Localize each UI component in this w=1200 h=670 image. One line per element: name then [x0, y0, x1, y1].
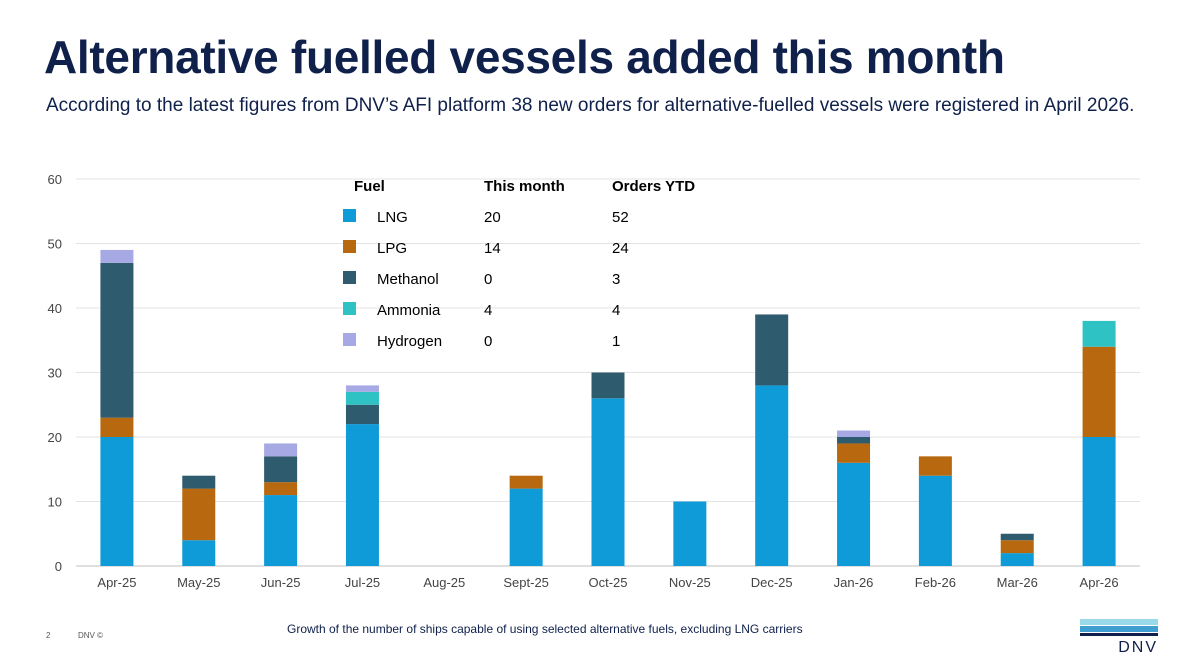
x-tick-label: May-25 [177, 575, 220, 590]
bar-segment-ammonia [1082, 320, 1116, 347]
y-tick-label: 20 [48, 430, 62, 445]
legend-this-month: 14 [484, 240, 501, 257]
legend-fuel-label: LPG [377, 240, 407, 257]
x-tick-label: Mar-26 [997, 575, 1038, 590]
bar-segment-lpg [837, 443, 871, 463]
y-tick-label: 50 [48, 237, 62, 252]
bar-segment-lng [100, 437, 134, 566]
legend-swatch [343, 333, 356, 346]
bar-segment-methanol [837, 437, 871, 444]
bar-segment-lpg [1000, 540, 1034, 554]
logo-stripe-mid [1080, 626, 1158, 632]
legend-swatch [343, 271, 356, 284]
bar-segment-methanol [182, 475, 216, 489]
dnv-logo: DNV [1080, 619, 1158, 659]
page-number: 2 [46, 631, 51, 640]
bar-segment-methanol [264, 456, 298, 483]
legend-orders-ytd: 52 [612, 209, 629, 226]
page-subtitle: According to the latest figures from DNV… [46, 95, 1135, 116]
logo-stripe-dark [1080, 633, 1158, 636]
x-tick-label: Apr-25 [97, 575, 136, 590]
x-tick-label: Oct-25 [588, 575, 627, 590]
bar-segment-lng [755, 385, 789, 566]
bar-segment-lpg [182, 488, 216, 541]
legend-fuel-label: Methanol [377, 271, 439, 288]
y-tick-label: 0 [55, 559, 62, 574]
legend-orders-ytd: 3 [612, 271, 620, 288]
bars [100, 249, 1116, 566]
legend-swatch [343, 209, 356, 222]
bar-segment-lng [509, 488, 543, 566]
bar-segment-lng [591, 398, 625, 566]
legend-header: Fuel [354, 178, 385, 195]
y-tick-label: 40 [48, 301, 62, 316]
bar-segment-ammonia [345, 391, 379, 405]
bar-segment-methanol [755, 314, 789, 386]
legend-orders-ytd: 4 [612, 302, 620, 319]
bar-segment-lpg [264, 482, 298, 496]
legend-fuel-label: Ammonia [377, 302, 441, 319]
bar-segment-lng [264, 495, 298, 566]
x-tick-label: Nov-25 [669, 575, 711, 590]
legend-fuel-label: Hydrogen [377, 333, 442, 350]
bar-segment-lng [1082, 437, 1116, 566]
bar-segment-methanol [591, 372, 625, 399]
legend-this-month: 4 [484, 302, 492, 319]
legend-fuel-label: LNG [377, 209, 408, 226]
legend-this-month: 20 [484, 209, 501, 226]
x-tick-label: Sept-25 [503, 575, 549, 590]
y-tick-label: 10 [48, 495, 62, 510]
y-tick-label: 30 [48, 366, 62, 381]
legend-header: Orders YTD [612, 178, 695, 195]
bar-segment-lpg [100, 417, 134, 437]
bar-segment-hydrogen [100, 249, 134, 263]
bar-segment-lpg [918, 456, 952, 476]
bar-segment-lpg [509, 475, 543, 489]
logo-text: DNV [1118, 639, 1158, 656]
legend-swatch [343, 302, 356, 315]
x-tick-label: Dec-25 [751, 575, 793, 590]
y-axis-ticks: 0 10 20 30 40 50 60 [48, 172, 62, 574]
y-tick-label: 60 [48, 172, 62, 187]
legend-header: This month [484, 178, 565, 195]
bar-segment-methanol [1000, 533, 1034, 541]
x-tick-label: Jun-25 [261, 575, 301, 590]
bar-segment-lng [837, 462, 871, 566]
x-tick-label: Jul-25 [345, 575, 380, 590]
bar-segment-methanol [345, 404, 379, 425]
copyright-text: DNV © [78, 631, 104, 640]
bar-segment-lpg [1082, 346, 1116, 437]
page-title: Alternative fuelled vessels added this m… [44, 31, 1005, 83]
legend-orders-ytd: 1 [612, 333, 620, 350]
bar-segment-hydrogen [264, 443, 298, 457]
bar-segment-hydrogen [345, 385, 379, 392]
bar-segment-lng [182, 540, 216, 566]
bar-segment-lng [918, 475, 952, 566]
chart-footnote: Growth of the number of ships capable of… [287, 622, 803, 636]
bar-segment-hydrogen [837, 430, 871, 437]
x-axis-ticks: Apr-25 May-25 Jun-25 Jul-25 Aug-25 Sept-25 Oct… [97, 575, 1118, 590]
legend-swatch [343, 240, 356, 253]
bar-segment-lng [345, 424, 379, 566]
x-tick-label: Aug-25 [423, 575, 465, 590]
bar-segment-methanol [100, 262, 134, 418]
x-tick-label: Apr-26 [1080, 575, 1119, 590]
legend-this-month: 0 [484, 271, 492, 288]
bar-segment-lng [673, 501, 707, 566]
logo-stripe-light [1080, 619, 1158, 625]
legend-orders-ytd: 24 [612, 240, 629, 257]
x-tick-label: Jan-26 [834, 575, 874, 590]
bar-segment-lng [1000, 553, 1034, 566]
legend-this-month: 0 [484, 333, 492, 350]
x-tick-label: Feb-26 [915, 575, 956, 590]
